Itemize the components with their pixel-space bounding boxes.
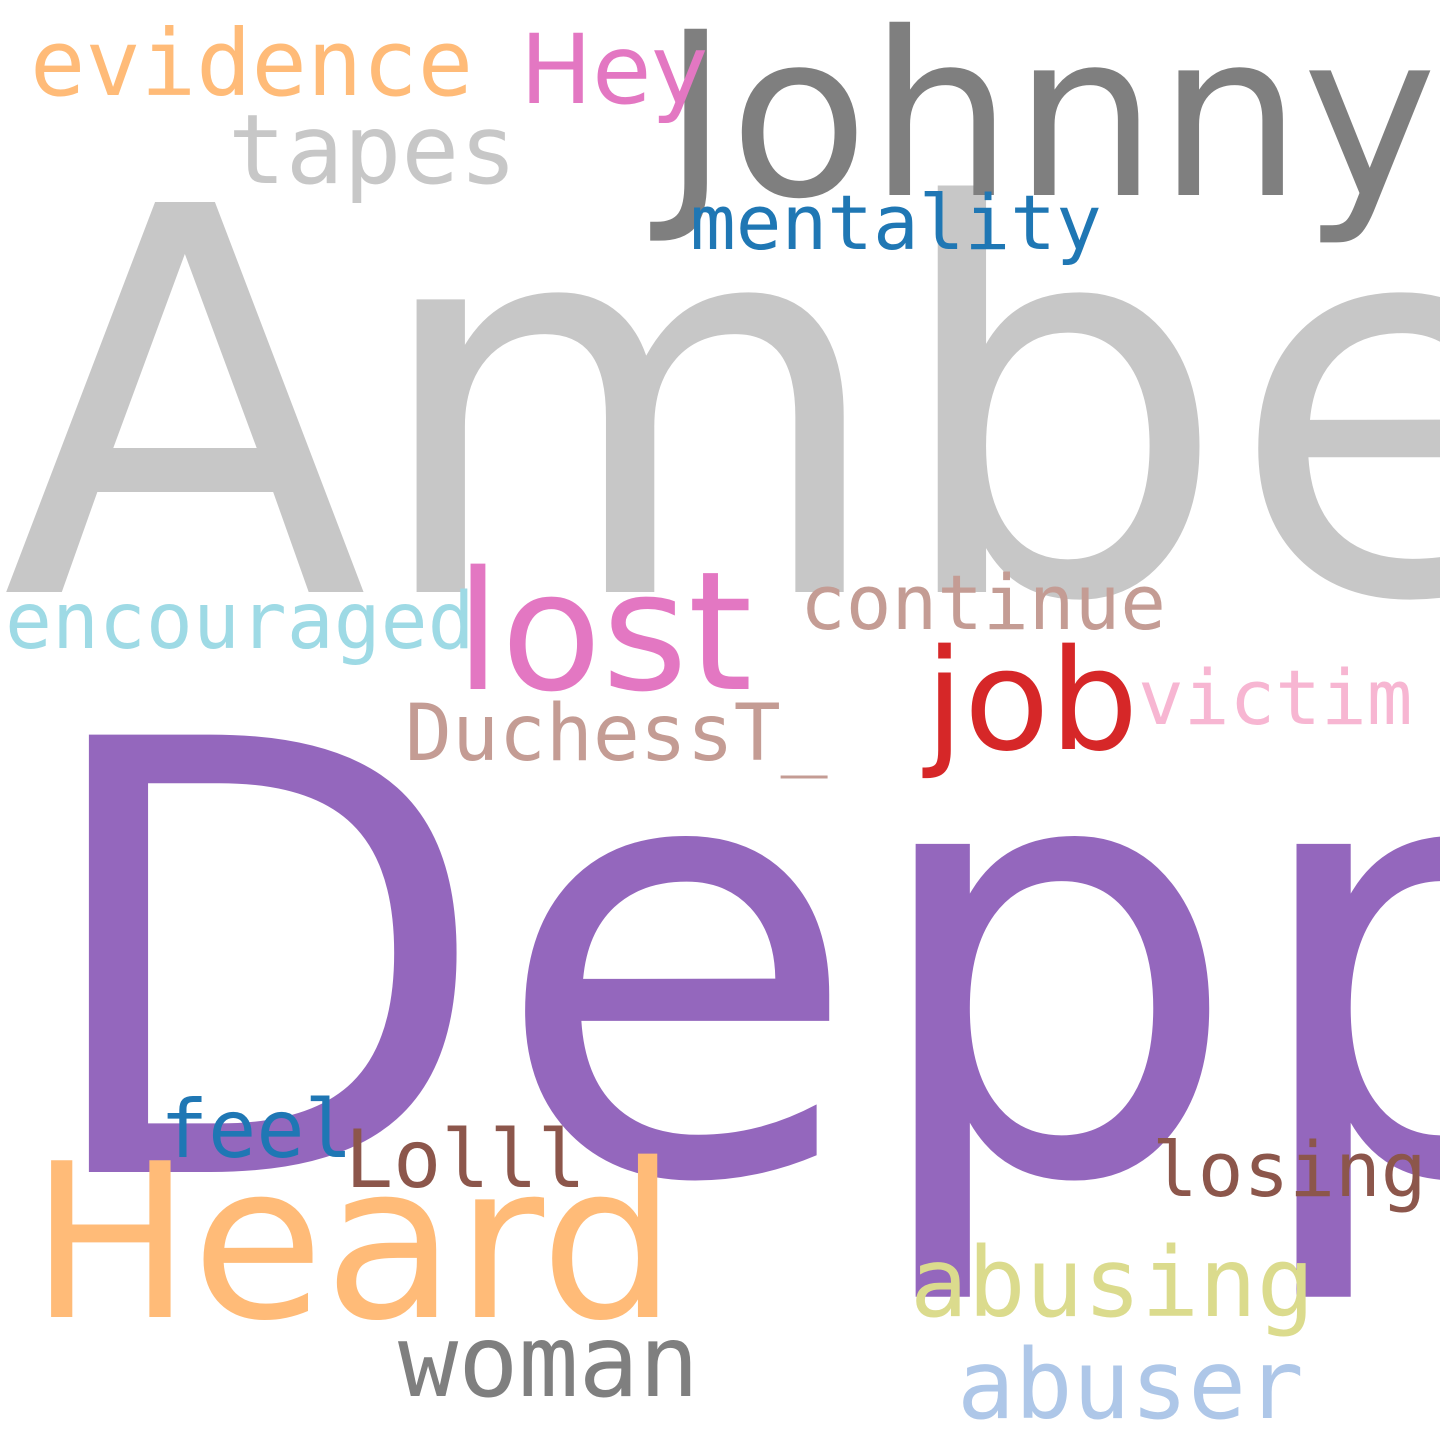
word-amber: Amber xyxy=(2,96,1440,719)
word-lost: lost xyxy=(455,536,753,728)
word-abuser: abuser xyxy=(957,1329,1304,1440)
word-mentality: mentality xyxy=(690,178,1102,267)
word-lolll: Lolll xyxy=(345,1113,586,1206)
word-woman: woman xyxy=(398,1303,700,1420)
word-hey: Hey xyxy=(520,14,709,126)
word-losing: losing xyxy=(1152,1125,1427,1214)
word-feel: feel xyxy=(160,1083,353,1176)
word-abusing: abusing xyxy=(910,1227,1315,1339)
word-johnny: Johnny xyxy=(662,0,1438,249)
word-victim: victim xyxy=(1138,653,1413,742)
word-encouraged: encouraged xyxy=(5,577,475,667)
word-evidence: evidence xyxy=(30,10,474,117)
word-job: job xyxy=(925,620,1139,783)
word-heard: Heard xyxy=(30,1117,677,1368)
word-continue: continue xyxy=(800,558,1167,647)
word-duchess: DuchessT_ xyxy=(405,689,828,779)
word-depp: Depp xyxy=(30,615,1440,1314)
word-tapes: tapes xyxy=(228,94,517,206)
